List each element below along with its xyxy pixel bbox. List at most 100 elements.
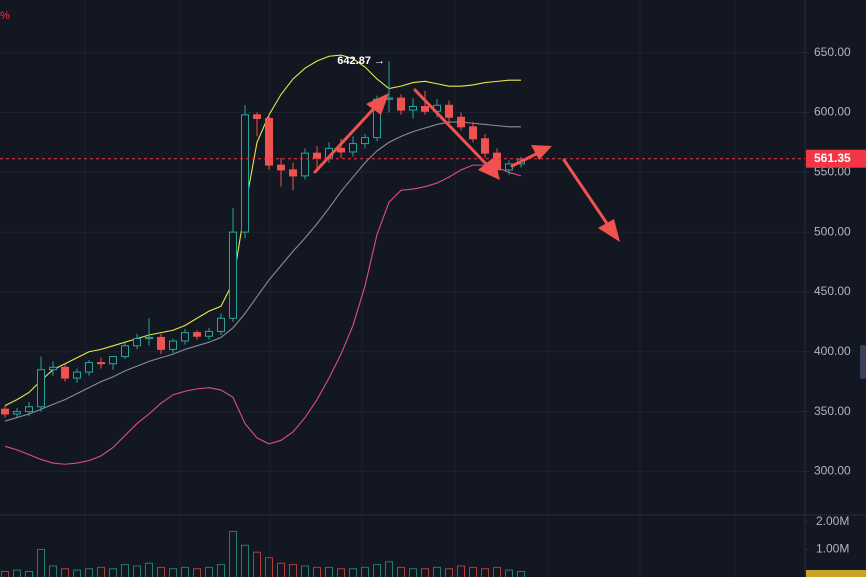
volume-tick-label: 2.00M	[816, 514, 849, 528]
candle-body	[409, 105, 417, 111]
candle-body	[73, 371, 81, 379]
time-grid	[84, 0, 736, 577]
candle-body	[349, 143, 357, 153]
volume-bar	[25, 570, 33, 577]
volume-label-box	[806, 570, 866, 577]
arrow	[510, 150, 542, 168]
volume-bar	[205, 566, 213, 577]
candle-body	[445, 104, 453, 118]
arrow-head	[478, 157, 500, 180]
candle-body	[49, 366, 57, 371]
candles	[1, 61, 525, 418]
candle-body	[421, 105, 429, 112]
candle-body	[229, 231, 237, 319]
y-tick-label: 550.00	[814, 164, 851, 178]
volume-bar	[229, 531, 237, 577]
volume-bar	[253, 551, 261, 577]
volume-bar	[157, 566, 165, 577]
candle-body	[25, 406, 33, 413]
candle-body	[37, 369, 45, 408]
volume-bar	[385, 561, 393, 577]
candle-body	[169, 340, 177, 350]
candle-body	[145, 336, 153, 340]
candle-body	[337, 147, 345, 153]
corner-text: %	[0, 10, 10, 22]
volume-bar	[109, 568, 117, 577]
candle-body	[121, 345, 129, 358]
candle-body	[181, 332, 189, 342]
candle-body	[481, 138, 489, 154]
arrow-head	[598, 219, 620, 242]
volume-bar	[457, 565, 465, 577]
volume-bar	[301, 565, 309, 577]
drawn-arrows	[313, 88, 620, 242]
volume-bar	[397, 566, 405, 577]
volume-bar	[337, 568, 345, 577]
volume-bar	[361, 566, 369, 577]
arrow-head	[366, 93, 389, 115]
volume-bar	[181, 566, 189, 577]
arrow	[562, 158, 612, 230]
candle-body	[277, 164, 285, 171]
candle-body	[361, 137, 369, 145]
candle-body	[469, 126, 477, 140]
volume-bar	[289, 564, 297, 577]
candle-body	[109, 356, 117, 365]
side-tab[interactable]	[860, 345, 866, 379]
candle-body	[13, 411, 21, 415]
y-tick-label: 350.00	[814, 404, 851, 418]
volume-tick-label: 1.00M	[816, 542, 849, 556]
volume-bar	[433, 566, 441, 577]
volume-bar	[121, 564, 129, 577]
bands	[4, 54, 522, 465]
volume-bar	[85, 568, 93, 577]
candle-body	[1, 408, 9, 415]
volume-bar	[37, 548, 45, 577]
candle-body	[193, 332, 201, 337]
candle-body	[457, 116, 465, 128]
y-tick-label: 400.00	[814, 344, 851, 358]
y-tick-label: 600.00	[814, 105, 851, 119]
arrow-head	[531, 145, 552, 160]
y-tick-label: 500.00	[814, 224, 851, 238]
volume-bar	[409, 568, 417, 577]
volume-bar	[1, 570, 9, 577]
volume-bar	[325, 566, 333, 577]
volume-bar	[517, 570, 525, 577]
volume-bar	[445, 568, 453, 577]
grid	[0, 52, 805, 472]
candle-body	[157, 336, 165, 350]
volume-bar	[469, 566, 477, 577]
candle-body	[61, 366, 69, 379]
y-tick-label: 450.00	[814, 284, 851, 298]
volume-bar	[505, 569, 513, 577]
band-lower	[4, 164, 522, 465]
candle-body	[85, 362, 93, 373]
volume-bar	[97, 566, 105, 577]
candle-body	[313, 152, 321, 159]
arrow	[413, 88, 492, 170]
volume-bar	[145, 562, 153, 577]
volume-bar	[421, 568, 429, 577]
volume-bar	[265, 557, 273, 577]
price-axis: 650.00 600.00 550.00 500.00 450.00 400.00 350.…	[805, 45, 866, 556]
volume-bar	[49, 565, 57, 577]
high-marker-label: 642.87 →	[337, 55, 385, 67]
volume-bar	[481, 568, 489, 577]
volume-bar	[13, 569, 21, 577]
last-price-label: 561.35	[814, 151, 851, 165]
y-tick-label: 650.00	[814, 45, 851, 59]
volume-bar	[61, 568, 69, 577]
volume-bar	[193, 568, 201, 577]
candle-body	[397, 97, 405, 111]
candle-body	[301, 152, 309, 177]
volume-bar	[133, 565, 141, 577]
candle-body	[205, 330, 213, 337]
candle-body	[133, 338, 141, 347]
volume-bar	[217, 564, 225, 577]
volume-bar	[349, 568, 357, 577]
volume-bar	[373, 564, 381, 577]
